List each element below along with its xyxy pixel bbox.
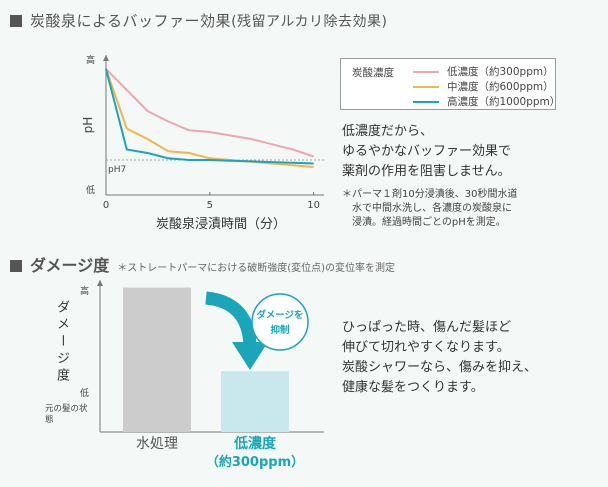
legend-swatch-low — [413, 70, 439, 73]
damage-annotation-label: ダメージを — [256, 309, 303, 321]
y-axis-label: pH — [81, 117, 95, 134]
desc2-line: 健康な髪をつくります。 — [342, 380, 484, 395]
damage-arrow-head-icon — [232, 342, 268, 370]
section-title-buffer: 炭酸泉によるバッファー効果 (残留アルカリ除去効果) — [10, 10, 387, 31]
bar-category-label: 低濃度 — [233, 435, 277, 452]
baseline-label: 元の髪の状態 — [45, 404, 88, 425]
bar-0 — [123, 287, 191, 432]
x-tick-label: 10 — [307, 200, 320, 211]
y-axis-arrow-icon — [103, 55, 109, 61]
buffer-description: 低濃度だから、 ゆるやかなバッファー効果で 薬剤の作用を阻害しません。 — [342, 122, 511, 182]
legend-label-low: 低濃度（約300ppm） — [447, 66, 554, 78]
bar-1 — [221, 371, 289, 432]
buffer-subtitle: (残留アルカリ除去効果) — [231, 14, 388, 30]
desc1-line: ゆるやかなバッファー効果で — [342, 144, 512, 159]
desc2-line: 炭酸シャワーなら、傷みを抑え、 — [342, 360, 538, 375]
bar-category-label: （約300ppm） — [206, 454, 304, 470]
series-line-1 — [105, 68, 314, 168]
damage-description: ひっぱった時、傷んだ髪ほど 伸びて切れやすくなります。 炭酸シャワーなら、傷みを… — [342, 318, 537, 398]
damage-title: ダメージ度 — [30, 256, 110, 275]
legend-label-mid: 中濃度（約600ppm） — [447, 81, 554, 93]
desc2-line: ひっぱった時、傷んだ髪ほど — [342, 320, 512, 335]
desc2-line: 伸びて切れやすくなります。 — [342, 340, 510, 355]
legend-item-low: 低濃度（約300ppm） — [413, 64, 554, 79]
damage-annotation-circle — [251, 293, 309, 351]
footnote-line: 浸漬。経過時間ごとのpHを測定。 — [352, 217, 506, 228]
footnote-line: 水で中間水洗し、各濃度の炭酸泉に — [352, 203, 512, 214]
damage-arrow-shaft — [205, 291, 257, 346]
buffer-footnote: ＊パーマ１剤10分浸漬後、30秒間水道 水で中間水洗し、各濃度の炭酸泉に 浸漬。… — [342, 188, 517, 230]
bullet-square-icon — [10, 15, 22, 27]
damage-annotation-label: 抑制 — [270, 324, 290, 336]
buffer-title: 炭酸泉によるバッファー効果 — [30, 12, 232, 30]
bar-y-high-label: 高 — [80, 285, 89, 297]
legend-swatch-mid — [413, 85, 439, 88]
x-tick-label: 5 — [207, 200, 213, 211]
series-line-0 — [105, 68, 314, 158]
bar-category-label: 水処理 — [136, 436, 178, 452]
ph7-label: pH7 — [108, 165, 126, 175]
y-low-label: 低 — [86, 184, 95, 196]
chart-legend: 炭酸濃度 低濃度（約300ppm） 中濃度（約600ppm） 高濃度（約1000… — [340, 58, 560, 110]
x-axis-label: 炭酸泉浸漬時間（分） — [156, 216, 286, 232]
section-title-damage: ダメージ度 ＊ストレートパーマにおける破断強度(変位点)の変位率を測定 — [10, 252, 395, 276]
legend-item-high: 高濃度（約1000ppm） — [413, 94, 560, 109]
legend-label-high: 高濃度（約1000ppm） — [447, 96, 561, 108]
bullet-square-icon — [10, 260, 22, 272]
desc1-line: 薬剤の作用を阻害しません。 — [342, 164, 511, 179]
footnote-line: ＊パーマ１剤10分浸漬後、30秒間水道 — [342, 189, 518, 200]
x-tick-label: 0 — [103, 200, 109, 211]
legend-title: 炭酸濃度 — [352, 67, 394, 79]
y-high-label: 高 — [86, 54, 95, 66]
damage-note: ＊ストレートパーマにおける破断強度(変位点)の変位率を測定 — [117, 263, 396, 274]
legend-item-mid: 中濃度（約600ppm） — [413, 79, 554, 94]
damage-axis-label: ダメージ度 — [54, 300, 69, 385]
legend-swatch-high — [413, 100, 439, 103]
bar-y-axis-arrow-icon — [97, 280, 103, 286]
bar-y-low-label: 低 — [80, 387, 89, 399]
series-line-2 — [105, 68, 314, 165]
desc1-line: 低濃度だから、 — [342, 124, 434, 139]
